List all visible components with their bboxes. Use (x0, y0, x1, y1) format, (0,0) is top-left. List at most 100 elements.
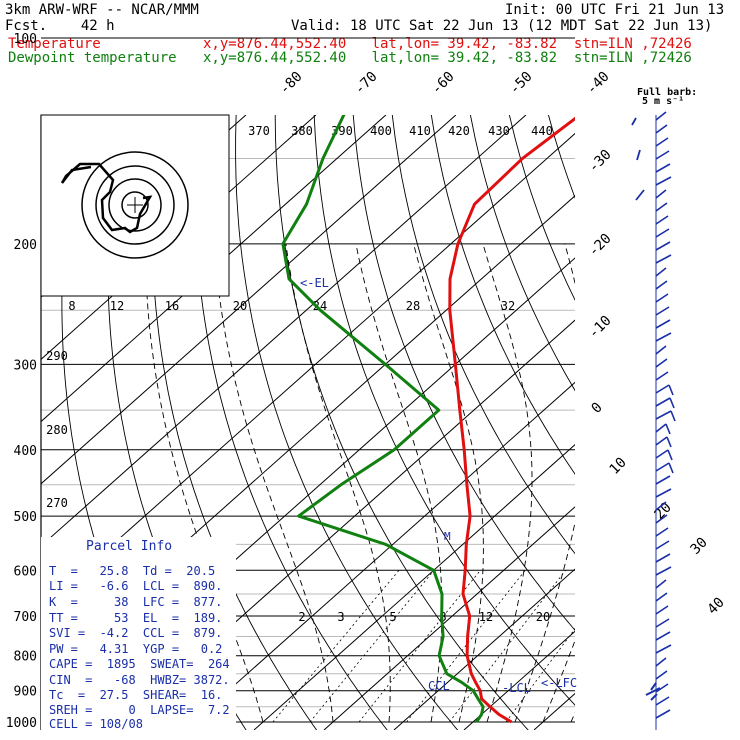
mixing-ratio-line (272, 570, 400, 723)
wind-barb (655, 670, 668, 680)
parcel-info-title: Parcel Info (86, 539, 173, 554)
ccl-marker: CCL (428, 679, 450, 693)
wind-barb (655, 488, 672, 498)
hodograph-speed-label: 28 (406, 299, 420, 313)
wind-barb (655, 514, 668, 524)
init-time: Init: 00 UTC Fri 21 Jun 13 (505, 2, 725, 18)
m-marker: M (444, 530, 451, 543)
wind-barb-feather (667, 449, 673, 461)
wind-barb (655, 267, 667, 277)
wind-barb-feather (666, 436, 672, 448)
wind-barb-flag (655, 124, 668, 134)
dry-adiabat (508, 115, 575, 301)
wind-barb-flag (655, 150, 670, 160)
wind-barb (655, 306, 670, 316)
parcel-row: LI = -6.6 LCL = 890. (49, 579, 223, 593)
moist-adiabat (570, 711, 575, 723)
moist-adiabat (482, 243, 533, 723)
dewpoint-legend: Dewpoint temperature (8, 50, 177, 66)
wind-barb-flag (655, 397, 671, 407)
wind-barb-flag (655, 501, 667, 511)
wind-barb (655, 410, 676, 422)
parcel-row: CIN = -68 HWBZ= 3872. (49, 673, 230, 687)
isotherm-line (41, 115, 457, 485)
mixing-ratio-label: 5 (389, 610, 396, 624)
parcel-row: Tc = 27.5 SHEAR= 16. (49, 688, 223, 702)
mixing-ratio-line (358, 570, 481, 723)
mixing-ratio-line (406, 570, 526, 723)
wind-barb (655, 696, 670, 706)
mixing-ratio-line (505, 628, 575, 723)
wind-barb-flag (655, 436, 668, 446)
dry-adiabat (713, 38, 740, 737)
wind-barb-flag (655, 709, 671, 719)
hodograph-speed-label: 16 (165, 299, 179, 313)
wind-barb (655, 332, 672, 342)
wind-barb-flag (655, 527, 669, 537)
wind-barb (655, 475, 671, 485)
dry-adiabat (352, 115, 575, 632)
dry-adiabat (235, 115, 459, 730)
wind-barb-flag (655, 488, 672, 498)
dry-adiabat (469, 115, 575, 392)
isotherm-label: -60 (429, 69, 458, 98)
wind-barb-flag (655, 241, 671, 251)
mixing-ratio-label: 3 (337, 610, 344, 624)
wind-barb-flag (655, 514, 668, 524)
hodograph-trace (60, 162, 153, 234)
isotherm-line (533, 692, 575, 730)
wind-barb (655, 657, 667, 667)
wind-barb-flag (655, 358, 668, 368)
wind-barb-flag (655, 553, 671, 563)
barb-legend-units: 5 m s⁻¹ (642, 96, 685, 107)
theta-label: 410 (409, 124, 431, 138)
wind-barb-flag (655, 280, 668, 290)
mixing-ratio-label: 20 (536, 610, 550, 624)
wind-barb (655, 527, 669, 537)
pressure-label: 1000 (6, 716, 37, 731)
parcel-row: SREH = 0 LAPSE= 7.2 (49, 703, 230, 717)
wind-barb-upper (631, 117, 645, 201)
hodograph-speed-label: 24 (313, 299, 327, 313)
pressure-label: 700 (14, 610, 37, 625)
pressure-label: 200 (14, 238, 37, 253)
wind-barb (655, 150, 670, 160)
isotherm-line (674, 115, 740, 730)
parcel-info-panel: Parcel Info T = 25.8 Td = 20.5 LI = -6.6… (41, 537, 236, 731)
wind-barb (655, 579, 667, 589)
wind-barb (655, 397, 675, 409)
isotherm-label: -20 (586, 231, 615, 260)
parcel-row: SVI = -4.2 CCL = 879. (49, 626, 223, 640)
wind-barb (655, 592, 668, 602)
moist-adiabat (213, 243, 334, 723)
isotherm-label: 0 (589, 400, 606, 417)
wind-barb (655, 423, 671, 435)
wind-barb-flag (655, 449, 669, 459)
wind-barb-flag (655, 293, 669, 303)
wind-barb-flag (655, 228, 670, 238)
theta-label: 440 (531, 124, 553, 138)
el-marker: <-EL (300, 276, 329, 290)
wind-barb (655, 124, 668, 134)
dry-adiabat (391, 115, 575, 555)
isotherm-label: -40 (584, 69, 613, 98)
wind-barb (655, 449, 673, 461)
parcel-row: TT = 53 EL = 189. (49, 611, 223, 625)
wind-barb-flag (655, 618, 670, 628)
hodograph-ring (121, 191, 149, 219)
wind-barb-flag (655, 215, 669, 225)
isotherm-line (253, 443, 575, 730)
wind-barb (655, 202, 668, 212)
dry-adiabat (568, 38, 740, 737)
hodograph-speed-label: 20 (233, 299, 247, 313)
theta-label: 380 (291, 124, 313, 138)
dewpoint-location: x,y=876.44,552.40 lat,lon= 39.42, -83.82… (203, 50, 692, 66)
wind-barb-flag (655, 423, 667, 433)
moist-adiabat (355, 243, 443, 723)
moist-adiabat (413, 243, 484, 723)
pressure-label: 800 (14, 650, 37, 665)
wind-barb-flag (655, 345, 667, 355)
wind-barb (655, 605, 669, 615)
pressure-label: 900 (14, 685, 37, 700)
isotherm-label: -80 (277, 69, 306, 98)
